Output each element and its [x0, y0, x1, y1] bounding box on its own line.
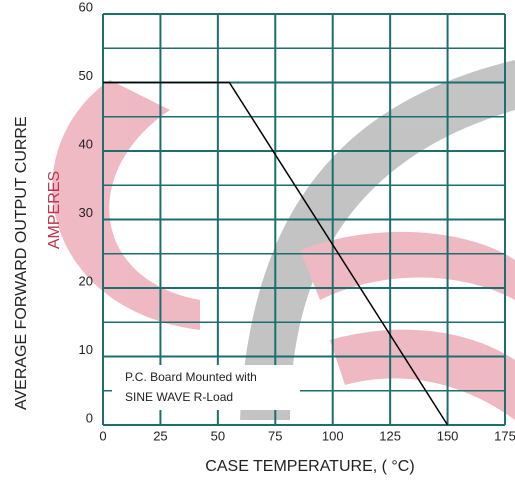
- y-tick-label: 30: [79, 205, 93, 220]
- y-tick-label: 10: [79, 342, 93, 357]
- y-tick-label: 20: [79, 273, 93, 288]
- y-tick-label: 50: [79, 68, 93, 83]
- chart: 0 10 20 30 40 50 60 0 25 50 75 100 125 150 175 P.C. Bo…: [0, 0, 515, 484]
- y-tick-label: 60: [79, 0, 93, 14]
- x-tick-label: 125: [379, 428, 401, 443]
- y-unit-label: AMPERES: [46, 171, 63, 249]
- x-tick-label: 50: [211, 428, 225, 443]
- x-tick-label: 75: [268, 428, 282, 443]
- x-tick-label: 0: [99, 428, 106, 443]
- annotation: P.C. Board Mounted with: [125, 370, 257, 384]
- x-tick-label: 150: [437, 428, 459, 443]
- y-axis-label: AVERAGE FORWARD OUTPUT CURRE: [13, 116, 30, 410]
- x-tick-label: 175: [494, 428, 515, 443]
- annotation: SINE WAVE R-Load: [125, 390, 233, 404]
- y-tick-label: 40: [79, 136, 93, 151]
- x-tick-label: 25: [153, 428, 167, 443]
- x-tick-label: 100: [322, 428, 344, 443]
- x-axis-label: CASE TEMPERATURE, ( °C): [205, 458, 414, 475]
- y-tick-label: 0: [86, 410, 93, 425]
